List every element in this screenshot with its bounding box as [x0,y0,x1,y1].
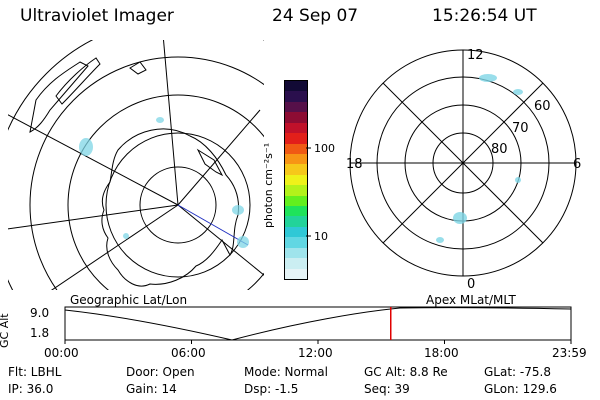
meridian-line [163,40,179,206]
colorbar-tick-100: 100 [314,142,335,155]
colorbar-segment [285,101,307,113]
xtick-1800: 18:00 [424,346,459,360]
mlt-label-12: 12 [467,48,484,63]
xtick-0000: 00:00 [44,346,79,360]
dsp-info: Dsp: -1.5 [244,382,299,396]
meridian-line [177,109,261,206]
left-map-label: Geographic Lat/Lon [70,293,188,307]
xtick-0600: 06:00 [171,346,206,360]
antarctica-coastline [101,128,239,287]
mlat-label-70: 70 [512,121,529,136]
meridian-line [50,204,179,290]
gc-alt-info: GC Alt: 8.8 Re [364,365,448,379]
coastline-fragment [129,61,147,75]
coastline-fragment [196,148,224,177]
colorbar-segment [285,237,307,248]
ip-info: IP: 36.0 [8,382,54,396]
colorbar-segment [285,153,307,165]
mlt-line [382,82,544,244]
lat-circle [105,132,251,278]
xtick-1200: 12:00 [298,346,333,360]
altitude-plot [64,306,572,344]
colorbar-segment [285,174,307,186]
xtick-2359: 23:59 [552,346,587,360]
emission-spot [237,236,249,248]
colorbar-segment [285,122,307,134]
glat-info: GLat: -75.8 [484,365,551,379]
mlt-label-6: 6 [573,157,581,172]
coastline-fragment [55,57,101,105]
emission-spot [232,205,244,215]
filter-info: Flt: LBHL [8,365,62,379]
colorbar-segment [285,91,307,102]
altitude-curve [64,307,572,341]
colorbar-segment [285,112,307,123]
emission-spot [436,237,444,243]
gain-info: Gain: 14 [126,382,177,396]
lat-circle [67,94,264,290]
lat-circle [139,166,217,244]
seq-info: Seq: 39 [364,382,410,396]
colorbar [284,80,308,280]
colorbar-segment [285,164,307,175]
emission-spot [156,117,164,123]
direction-line [177,204,249,246]
emission-spot [79,138,93,156]
altitude-ylabel: GC Alt [0,313,11,348]
coastline-fragment [29,61,89,133]
mlt-label-18: 18 [346,157,363,172]
altitude-ytick-min: 1.8 [30,326,50,340]
geographic-map [8,40,264,290]
mlat-label-60: 60 [534,99,551,114]
colorbar-segment [285,226,307,238]
colorbar-tick-10: 10 [314,230,328,243]
mlat-label-80: 80 [491,142,508,157]
colorbar-segment [285,185,307,196]
colorbar-segment [285,80,307,92]
colorbar-segment [285,216,307,227]
emission-spot [479,74,497,82]
mlt-label-0: 0 [467,277,475,290]
colorbar-segment [285,143,307,154]
glon-info: GLon: 129.6 [484,382,557,396]
magnetic-map: 12 18 6 0 60 70 80 [346,48,581,290]
emission-spot [513,89,523,95]
emission-spot [123,233,129,239]
colorbar-axis: 100 10 [306,142,335,243]
emission-spot [515,177,521,183]
meridian-line [177,204,264,276]
altitude-ytick-max: 9.0 [30,306,50,320]
instrument-title: Ultraviolet Imager [20,6,174,26]
colorbar-unit-label: photon cm⁻²s⁻¹ [262,142,275,228]
emission-spot [453,212,467,224]
mode-info: Mode: Normal [244,365,328,379]
colorbar-segment [285,258,307,269]
colorbar-segment [285,206,307,217]
colorbar-segment [285,195,307,207]
meridian-line [8,114,179,206]
door-info: Door: Open [126,365,195,379]
time-label: 15:26:54 UT [432,6,537,26]
right-map-label: Apex MLat/MLT [426,293,516,307]
lat-circle [29,56,264,290]
colorbar-segment [285,247,307,259]
colorbar-segment [285,133,307,144]
date-label: 24 Sep 07 [272,6,359,26]
meridian-line [8,204,179,230]
colorbar-segment [285,268,307,279]
